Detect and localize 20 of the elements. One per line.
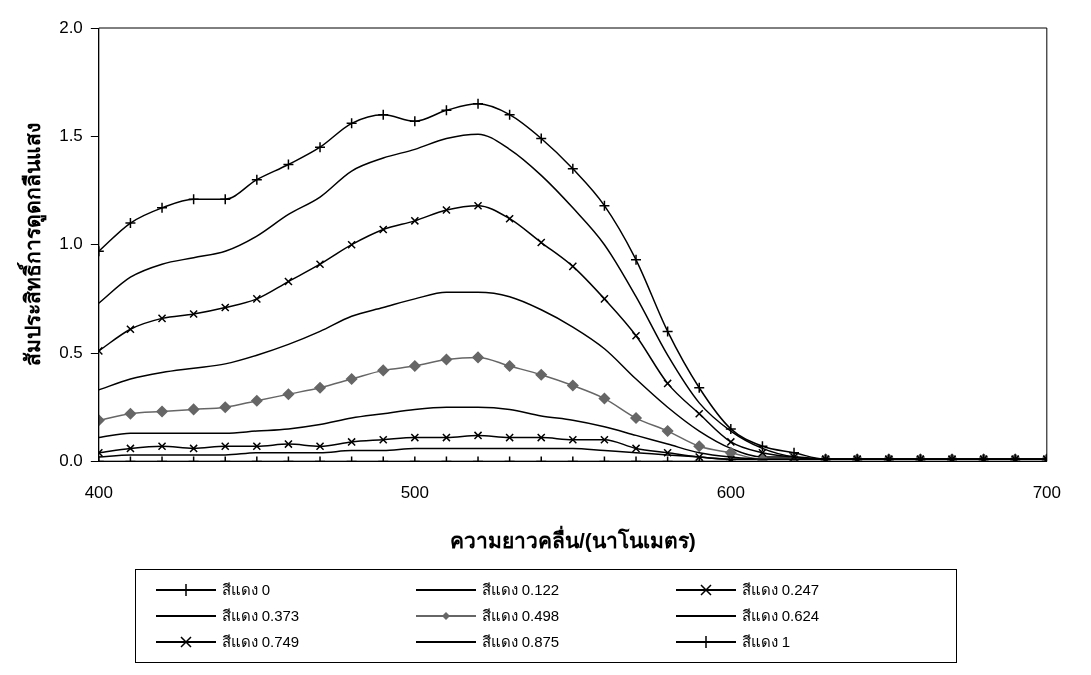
x-tick-label: 500 [400,483,430,503]
y-axis-title: สัมประสิทธิ์การดูดกลืนแสง [17,123,48,367]
legend-label: สีแดง 0.373 [221,606,300,626]
legend-label: สีแดง 0.624 [741,606,820,626]
x-tick-label: 700 [1032,483,1062,503]
y-tick-label: 1.0 [59,234,83,254]
y-tick-label: 0.5 [59,342,83,362]
x-tick-label: 600 [716,483,746,503]
y-tick-label: 2.0 [59,17,83,37]
x-tick-label: 400 [84,483,114,503]
legend-label: สีแดง 0.247 [741,580,820,600]
legend-label: สีแดง 1 [741,632,791,652]
y-tick-label: 0.0 [59,451,83,471]
legend-label: สีแดง 0.749 [221,632,300,652]
x-axis-title: ความยาวคลื่น/(นาโนเมตร) [449,525,696,553]
legend-label: สีแดง 0.875 [481,632,560,652]
y-tick-label: 1.5 [59,126,83,146]
legend-label: สีแดง 0.498 [481,606,560,626]
legend-label: สีแดง 0.122 [481,580,560,600]
legend-label: สีแดง 0 [221,580,271,600]
